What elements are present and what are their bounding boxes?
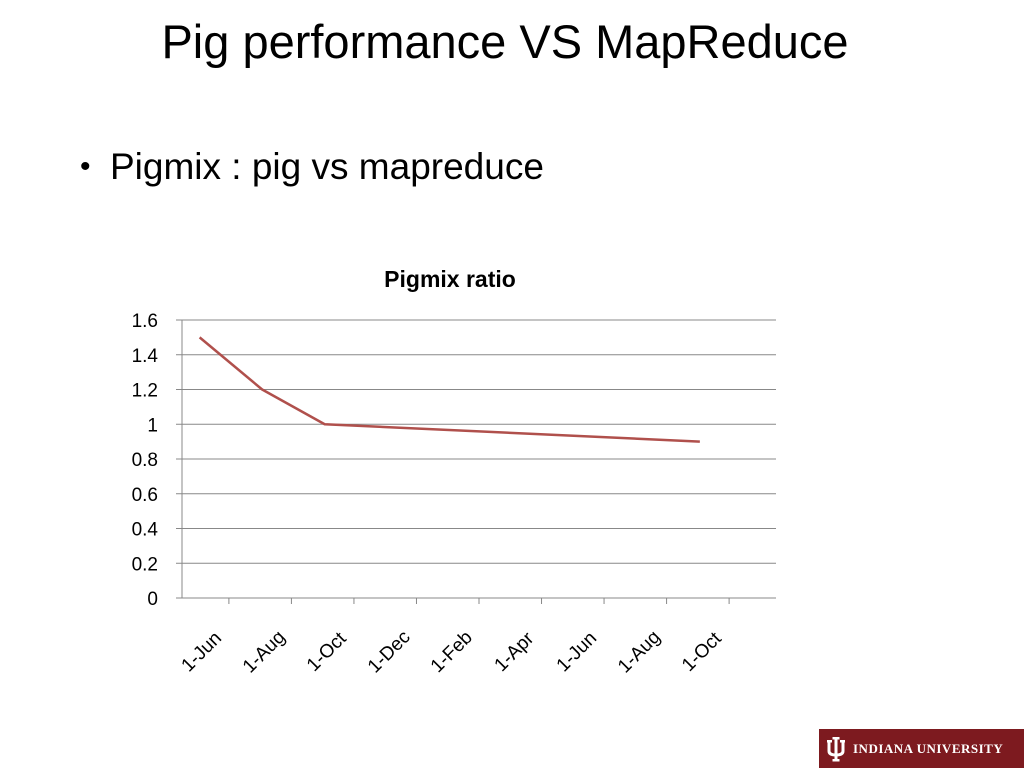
x-tick-label: 1-Apr: [491, 628, 539, 676]
chart-gridlines: [182, 319, 776, 564]
y-tick-label: 0.8: [132, 450, 158, 471]
y-tick-label: 1.6: [132, 311, 158, 332]
x-tick-label: 1-Aug: [239, 627, 290, 678]
chart-title: Pigmix ratio: [384, 266, 516, 292]
chart-series: [198, 336, 700, 443]
x-tick-label: 1-Oct: [303, 628, 351, 676]
x-tick-label: 1-Aug: [614, 627, 665, 678]
bullet-item: • Pigmix : pig vs mapreduce: [80, 146, 544, 188]
bullet-symbol: •: [80, 150, 91, 183]
y-tick-label: 1: [147, 415, 158, 436]
y-tick-label: 0.2: [132, 554, 158, 575]
x-tick-label: 1-Jun: [178, 628, 226, 676]
bullet-text: Pigmix : pig vs mapreduce: [110, 146, 544, 187]
chart-axes: [176, 319, 776, 604]
y-tick-label: 1.2: [132, 381, 158, 402]
y-tick-label: 1.4: [132, 346, 159, 367]
university-logo: INDIANA UNIVERSITY: [819, 729, 1024, 768]
iu-trident-icon: [819, 729, 853, 768]
x-tick-label: 1-Oct: [678, 628, 726, 676]
y-tick-label: 0.6: [132, 485, 158, 506]
logo-text: INDIANA UNIVERSITY: [853, 740, 1004, 756]
series-line: [198, 336, 700, 443]
x-tick-label: 1-Feb: [427, 627, 477, 677]
y-tick-label: 0.4: [132, 520, 159, 541]
x-tick-label: 1-Dec: [364, 627, 415, 678]
y-tick-label: 0: [147, 589, 158, 610]
slide-title: Pig performance VS MapReduce: [161, 15, 849, 68]
x-tick-label: 1-Jun: [553, 628, 601, 676]
